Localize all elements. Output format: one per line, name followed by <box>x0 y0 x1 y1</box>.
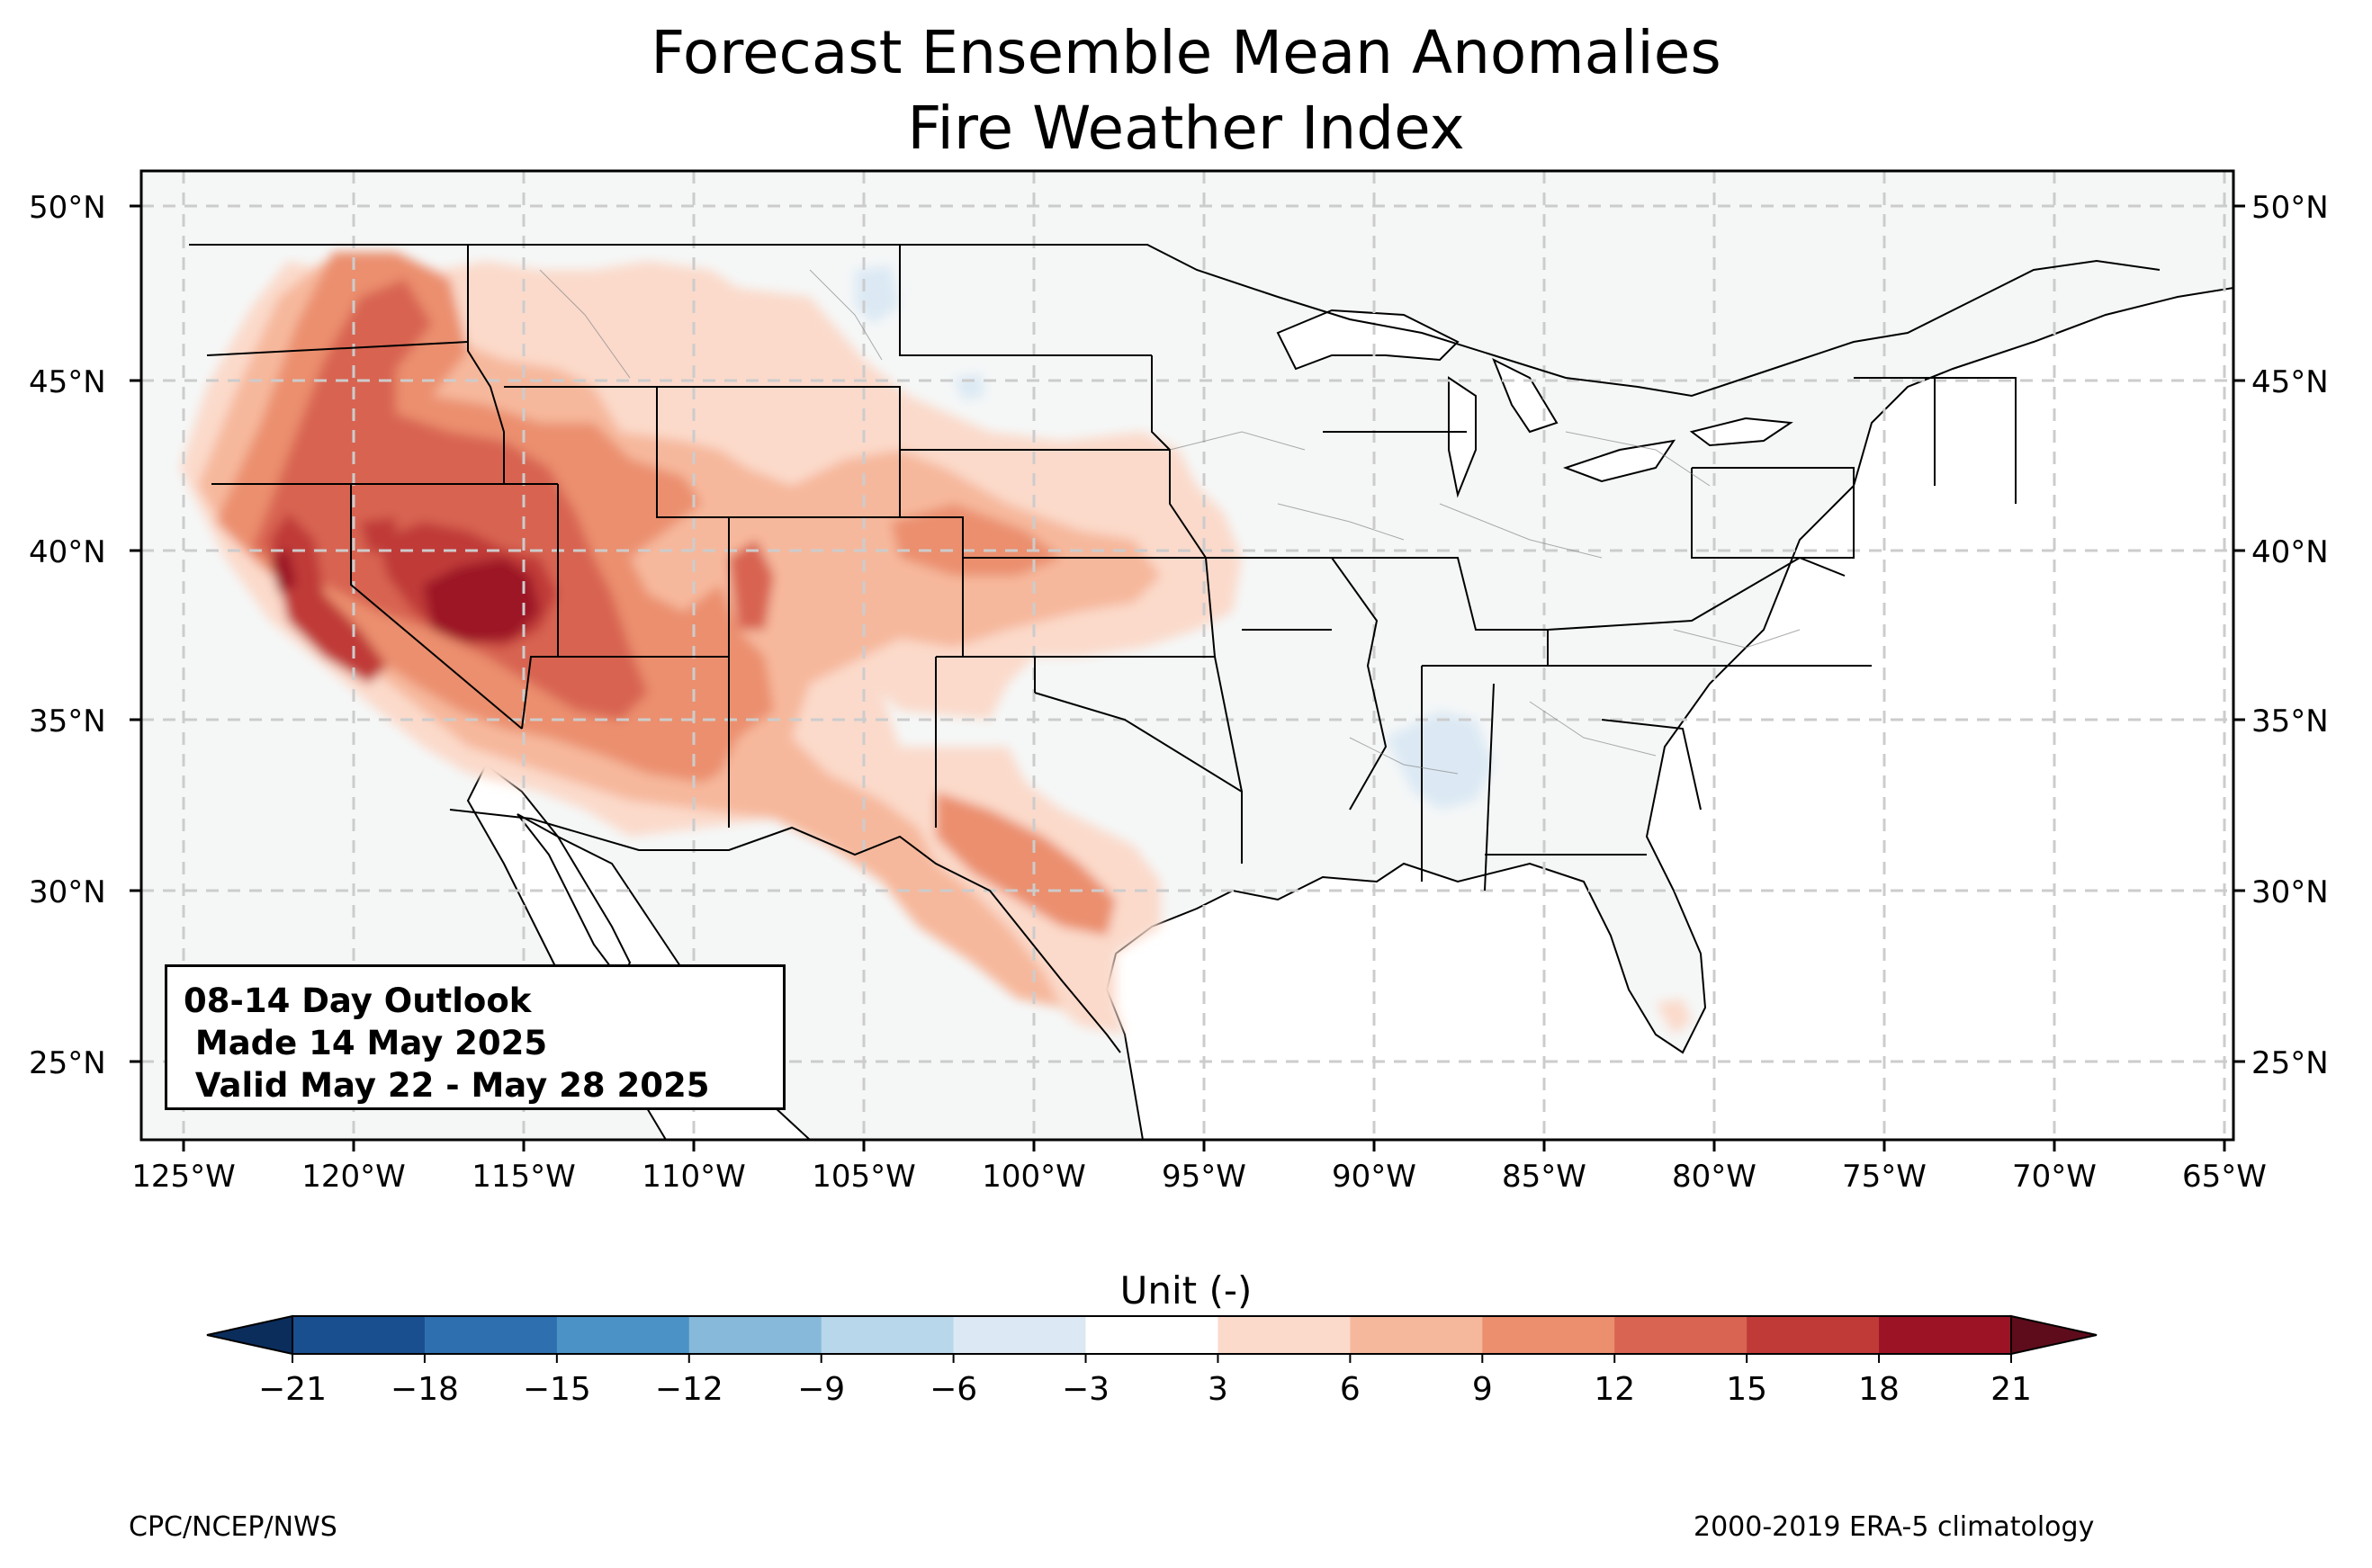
anomaly-field <box>180 252 1692 1035</box>
colorbar-segment <box>1350 1316 1483 1354</box>
outlook-info-box: 08-14 Day Outlook Made 14 May 2025 Valid… <box>165 964 786 1110</box>
lat-label-right: 35°N <box>2251 703 2329 739</box>
colorbar-tick-label: 3 <box>1208 1371 1228 1408</box>
colorbar-tick-label: −3 <box>1061 1371 1110 1408</box>
colorbar-segment <box>1747 1316 1880 1354</box>
lat-label-left: 30°N <box>29 874 106 910</box>
lon-label: 110°W <box>642 1159 746 1195</box>
colorbar-tick-label: −18 <box>390 1371 459 1408</box>
colorbar-label: Unit (-) <box>1119 1268 1253 1313</box>
lat-label-right: 40°N <box>2251 534 2329 570</box>
great-lakes <box>1276 309 1793 498</box>
map-title: Forecast Ensemble Mean Anomalies <box>651 18 1721 87</box>
lat-label-right: 25°N <box>2251 1045 2329 1081</box>
lon-label: 105°W <box>812 1159 916 1195</box>
colorbar-extend-low <box>206 1314 293 1356</box>
colorbar-tick-label: 9 <box>1471 1371 1493 1408</box>
colorbar-tick-label: −9 <box>797 1371 846 1408</box>
colorbar-segment <box>424 1316 558 1354</box>
lon-label: 100°W <box>982 1159 1086 1195</box>
colorbar-segment <box>1614 1316 1748 1354</box>
colorbar-tick-label: −15 <box>522 1371 591 1408</box>
lat-label-right: 50°N <box>2251 190 2329 226</box>
lon-label: 70°W <box>2012 1159 2097 1195</box>
colorbar-segment <box>1879 1316 2012 1354</box>
lon-label: 120°W <box>301 1159 406 1195</box>
map-subtitle: Fire Weather Index <box>907 94 1465 163</box>
lon-label: 85°W <box>1502 1159 1586 1195</box>
colorbar-segment <box>1085 1316 1218 1354</box>
lat-label-left: 40°N <box>29 534 106 570</box>
colorbar-segment <box>1217 1316 1351 1354</box>
colorbar-segment <box>953 1316 1087 1354</box>
credit-right: 2000-2019 ERA-5 climatology <box>1694 1511 2095 1543</box>
colorbar <box>206 1314 2098 1363</box>
lon-label: 115°W <box>472 1159 576 1195</box>
colorbar-tick-label: 6 <box>1339 1371 1361 1408</box>
colorbar-tick-label: 12 <box>1594 1371 1636 1408</box>
outlook-line: Valid May 22 - May 28 2025 <box>184 1066 710 1105</box>
colorbar-extend-high <box>2010 1314 2098 1356</box>
state-boundaries <box>189 244 2161 1053</box>
lon-label: 95°W <box>1162 1159 1246 1195</box>
colorbar-segment <box>292 1316 426 1354</box>
lat-label-left: 45°N <box>29 364 106 400</box>
colorbar-tick-label: −12 <box>654 1371 723 1408</box>
colorbar-segment <box>1482 1316 1615 1354</box>
colorbar-tick-label: 15 <box>1726 1371 1768 1408</box>
outlook-line: Made 14 May 2025 <box>184 1024 548 1062</box>
outlook-line: 08-14 Day Outlook <box>184 981 532 1020</box>
lat-label-right: 30°N <box>2251 874 2329 910</box>
lon-label: 125°W <box>131 1159 236 1195</box>
colorbar-tick-label: −21 <box>258 1371 327 1408</box>
map-frame <box>139 169 2235 1142</box>
axis-ticks <box>130 204 2245 1151</box>
lat-label-right: 45°N <box>2251 364 2329 400</box>
lon-label: 80°W <box>1672 1159 1757 1195</box>
colorbar-segment <box>688 1316 822 1354</box>
lat-label-left: 50°N <box>29 190 106 226</box>
colorbar-tick-label: 21 <box>1990 1371 2032 1408</box>
credit-left: CPC/NCEP/NWS <box>129 1511 337 1543</box>
colorbar-tick-label: −6 <box>930 1371 978 1408</box>
lat-label-left: 25°N <box>29 1045 106 1081</box>
lon-label: 65°W <box>2182 1159 2267 1195</box>
lon-label: 75°W <box>1842 1159 1927 1195</box>
map-area <box>141 171 2233 1140</box>
colorbar-segment <box>821 1316 955 1354</box>
lat-label-left: 35°N <box>29 703 106 739</box>
secondary-boundaries <box>539 269 1801 775</box>
lon-label: 90°W <box>1332 1159 1416 1195</box>
colorbar-segment <box>556 1316 690 1354</box>
colorbar-tick-label: 18 <box>1858 1371 1900 1408</box>
colorbar-frame <box>292 1315 2012 1355</box>
